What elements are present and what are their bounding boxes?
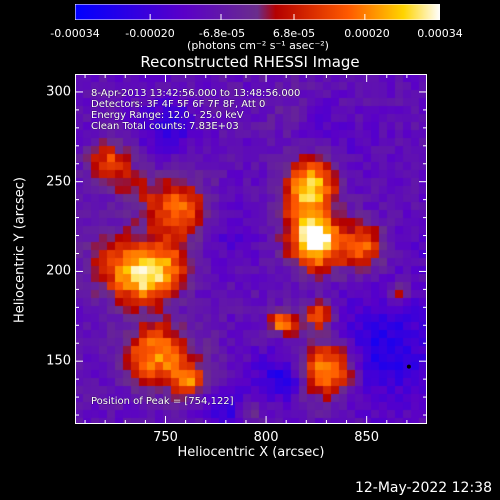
peak-position-label: Position of Peak = [754,122] [91,396,234,407]
x-tick-label-800: 800 [253,430,279,445]
plot-area: 8-Apr-2013 13:42:56.000 to 13:48:56.000 … [75,74,427,424]
colorbar-tick-label-5: 0.00020 [344,27,390,40]
colorbar-tick-label-3: -6.8e-05 [198,27,246,40]
plot-axes [75,74,427,424]
x-tick-label-850: 850 [354,430,380,445]
colorbar-tick-label-4: 6.8e-05 [272,27,316,40]
annotation-detectors: Detectors: 3F 4F 5F 6F 7F 8F, Att 0 [91,99,266,110]
annotation-clean-counts: Clean Total counts: 7.83E+03 [91,121,239,132]
y-tick-label-300: 300 [46,84,71,100]
colorbar-tick-label-2: -0.00020 [125,27,175,40]
timestamp: 12-May-2022 12:38 [354,480,492,496]
chart-title: Reconstructed RHESSI Image [140,53,360,71]
x-axis-label: Heliocentric X (arcsec) [177,445,325,460]
peak-marker [406,364,411,369]
y-axis-label: Heliocentric Y (arcsec) [12,177,28,323]
colorbar-tick-marks [75,14,440,20]
colorbar [75,4,440,20]
y-tick-label-250: 250 [46,174,71,190]
annotation-time-range: 8-Apr-2013 13:42:56.000 to 13:48:56.000 [91,88,301,99]
y-tick-label-200: 200 [46,263,71,279]
heatmap-image [75,74,427,424]
annotation-energy-range: Energy Range: 12.0 - 25.0 keV [91,110,244,121]
y-tick-label-150: 150 [46,353,71,369]
colorbar-tick-label-6: 0.00034 [417,27,463,40]
colorbar-tick-label-1: -0.00034 [50,27,100,40]
colorbar-unit-label: (photons cm⁻² s⁻¹ asec⁻²) [187,39,329,52]
x-tick-label-750: 750 [153,430,178,445]
